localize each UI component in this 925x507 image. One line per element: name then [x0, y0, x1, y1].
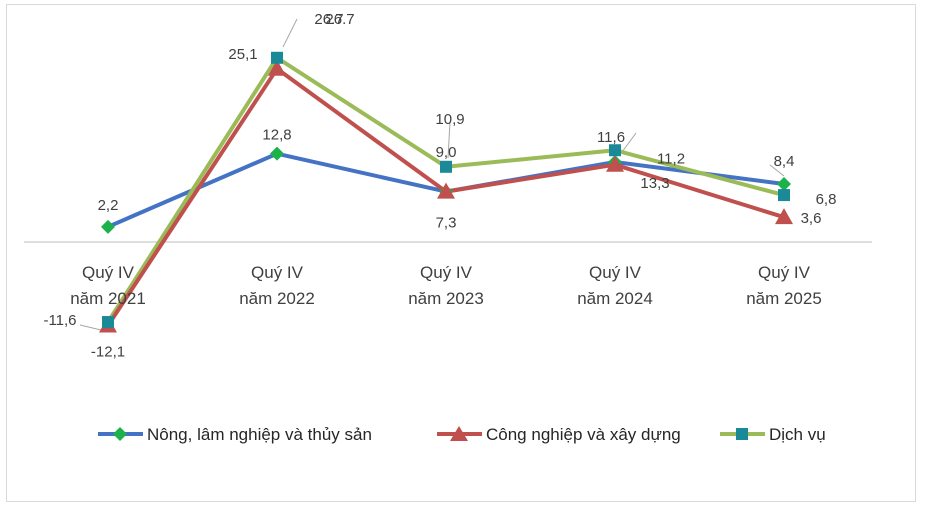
marker-triangle-cong-nghiep: [775, 208, 793, 225]
data-label-nong-lam-nghiep: 11,6: [597, 129, 625, 146]
x-tick-label: Quý IV: [420, 263, 473, 282]
legend-item-nong-lam-nghiep: Nông, lâm nghiệp và thủy sản: [98, 425, 372, 444]
x-tick-label: năm 2025: [746, 289, 822, 308]
x-tick-label: năm 2023: [408, 289, 484, 308]
marker-diamond-nong-lam-nghiep: [777, 177, 791, 192]
x-tick-label: Quý IV: [758, 263, 811, 282]
legend-marker-diamond-icon: [113, 427, 127, 441]
x-tick-label: Quý IV: [251, 263, 304, 282]
legend-marker-triangle-icon: [450, 426, 468, 441]
data-label-cong-nghiep: 3,6: [801, 210, 822, 227]
annotation-label: 9,0: [436, 144, 457, 161]
marker-square-dich-vu: [609, 144, 621, 157]
marker-square-dich-vu: [778, 189, 790, 202]
data-label-dich-vu: 6,8: [816, 191, 837, 208]
legend-item-cong-nghiep: Công nghiệp và xây dựng: [437, 425, 681, 444]
data-label-nong-lam-nghiep: 12,8: [262, 127, 291, 144]
data-label-nong-lam-nghiep: 8,4: [774, 153, 795, 170]
leader-lines: [79, 18, 785, 331]
legend-label-nong-lam-nghiep: Nông, lâm nghiệp và thủy sản: [147, 425, 372, 444]
annotation-label: 26.7: [325, 11, 354, 28]
data-label-nong-lam-nghiep: 2,2: [98, 197, 119, 214]
marker-triangle-cong-nghiep: [606, 155, 624, 172]
legend-label-dich-vu: Dịch vụ: [769, 425, 826, 444]
legend-marker-square-icon: [736, 428, 748, 440]
marker-diamond-nong-lam-nghiep: [270, 146, 284, 161]
x-tick-label: năm 2024: [577, 289, 653, 308]
legend-label-cong-nghiep: Công nghiệp và xây dựng: [486, 425, 681, 444]
marker-square-dich-vu: [440, 160, 452, 173]
data-label-cong-nghiep: -12,1: [91, 343, 125, 360]
data-label-dich-vu: 13,3: [640, 175, 669, 192]
data-label-dich-vu: 26.7: [314, 11, 343, 28]
data-labels: 2,2 12,8 11,6 8,4 -12,1 25,1 7,3 11,2 3,6 -11,6 26…: [43, 11, 836, 361]
marker-diamond-nong-lam-nghiep: [101, 219, 115, 234]
legend: Nông, lâm nghiệp và thủy sản Công nghiệp…: [98, 425, 826, 444]
x-axis-tick-labels: Quý IV năm 2021 Quý IV năm 2022 Quý IV năm 20…: [70, 263, 822, 308]
marker-square-dich-vu: [271, 51, 283, 64]
marker-triangle-cong-nghiep: [268, 59, 286, 76]
chart-frame: [6, 4, 916, 502]
legend-item-dich-vu: Dịch vụ: [720, 425, 826, 444]
data-label-dich-vu: -11,6: [43, 312, 76, 329]
data-label-cong-nghiep: 7,3: [436, 215, 457, 232]
leader-line: [447, 121, 451, 159]
x-tick-label: năm 2021: [70, 289, 146, 308]
x-tick-label: Quý IV: [589, 263, 642, 282]
series-markers: [99, 51, 793, 333]
x-tick-label: năm 2022: [239, 289, 315, 308]
data-label-dich-vu: 10,9: [435, 111, 464, 128]
x-tick-label: Quý IV: [82, 263, 135, 282]
data-label-cong-nghiep: 11,2: [657, 151, 685, 168]
leader-line: [769, 164, 785, 177]
leader-line: [79, 324, 102, 331]
leader-line: [621, 132, 637, 153]
marker-triangle-cong-nghiep: [437, 182, 455, 199]
leader-line: [282, 18, 298, 48]
marker-square-dich-vu: [102, 316, 114, 329]
data-label-cong-nghiep: 25,1: [228, 46, 257, 63]
